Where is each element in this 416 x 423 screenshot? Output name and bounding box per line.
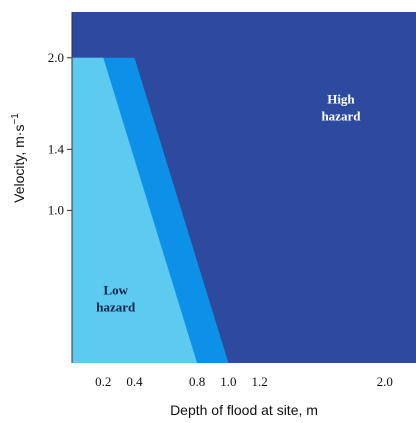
y-axis-label: Velocity, m·s−1: [10, 113, 27, 203]
y-tick-label: 2.0: [48, 50, 64, 65]
x-tick-label: 0.2: [95, 374, 111, 389]
x-tick-label: 0.4: [126, 374, 143, 389]
x-axis-label: Depth of flood at site, m: [170, 402, 318, 418]
x-tick-label: 1.2: [252, 374, 268, 389]
y-tick-label: 1.0: [48, 202, 64, 217]
x-tick-label: 1.0: [220, 374, 236, 389]
high-hazard-label: High: [327, 92, 355, 107]
low-hazard-label: hazard: [96, 299, 136, 314]
high-hazard-label: hazard: [321, 109, 361, 124]
low-hazard-region: [72, 57, 198, 364]
x-tick-label: 0.8: [189, 374, 205, 389]
x-tick-label: 2.0: [377, 374, 393, 389]
low-hazard-label: Low: [104, 282, 129, 297]
y-tick-label: 1.4: [48, 141, 65, 156]
